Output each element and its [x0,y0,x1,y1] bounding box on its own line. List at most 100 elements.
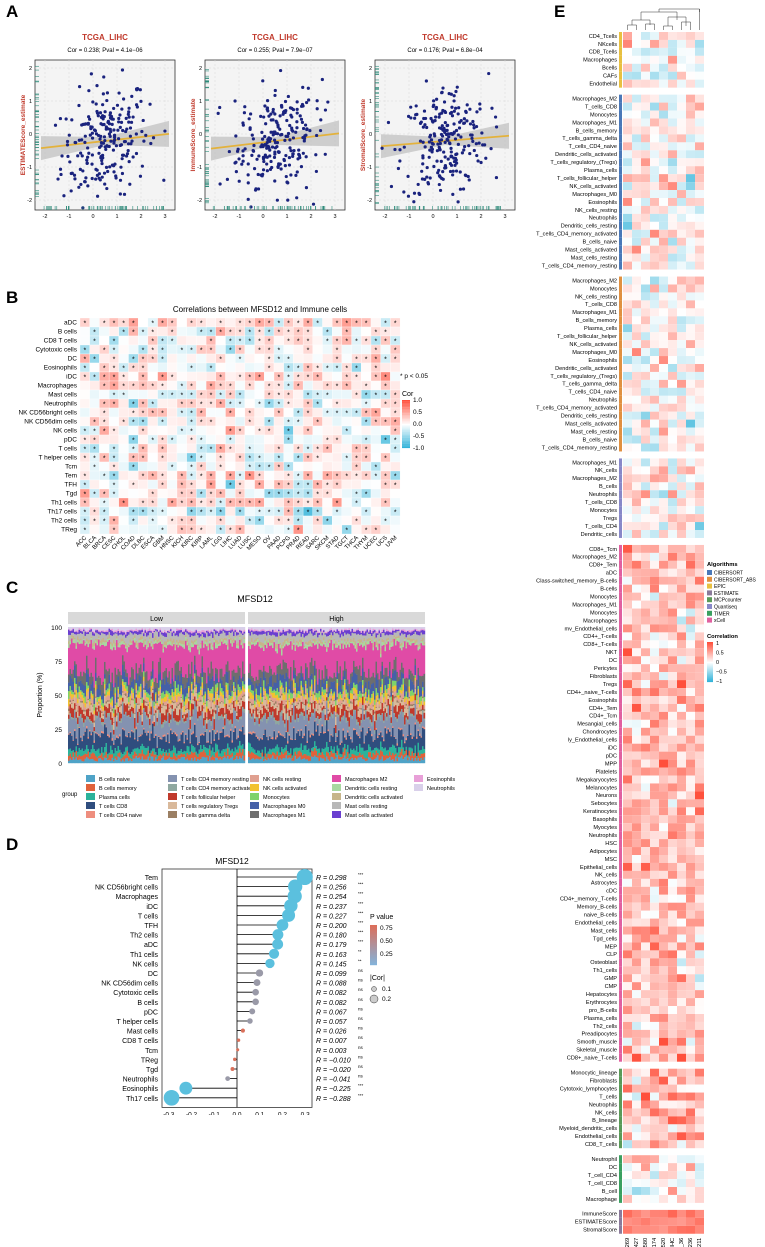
stacked-bar-segment [227,719,229,721]
data-point [468,107,472,111]
significance-star: * [384,420,387,427]
heatmap-cell [147,443,158,454]
stacked-bar-segment [117,627,120,630]
stacked-bar-segment [86,702,88,704]
stacked-bar-segment [77,756,79,761]
stacked-bar-segment [165,668,168,677]
stacked-bar-segment [219,756,222,759]
significance-star: * [326,438,329,445]
stacked-bar-segment [222,726,225,730]
stacked-bar-segment [203,647,205,673]
heatmap-cell [390,380,401,391]
stacked-bar-segment [78,754,81,760]
stacked-bar-segment [75,721,78,738]
stacked-bar-segment [195,687,198,690]
significance-star: * [93,375,96,382]
row-label: NK cells [53,428,78,435]
data-point [85,161,89,165]
heatmap-cell [361,344,372,355]
significance-star: * [103,402,106,409]
stacked-bar-segment [215,684,217,693]
significance-star: * [103,384,106,391]
stacked-bar-segment [239,639,241,669]
stacked-bar-segment [113,695,115,709]
stacked-bar-segment [98,735,100,749]
data-point [264,122,268,126]
stacked-bar-segment [186,642,189,646]
stacked-bar-segment [239,686,241,693]
stacked-bar-segment [84,702,87,708]
stacked-bar-segment [237,745,240,753]
significance-star: * [336,384,339,391]
stacked-bar-segment [177,660,180,676]
stacked-bar-segment [167,700,169,702]
stacked-bar-segment [99,706,102,708]
stacked-bar-segment [113,722,115,731]
data-point [448,169,453,174]
significance-star: * [200,393,203,400]
data-point [241,149,245,153]
significance-star: * [239,375,242,382]
significance-star: * [229,339,232,346]
heatmap-cell [157,362,168,373]
stacked-bar-segment [186,713,189,718]
stacked-bar-segment [165,648,168,669]
stacked-bar-segment [207,688,210,691]
heatmap-cell [312,353,323,364]
stacked-bar-segment [131,687,133,691]
stacked-bar-segment [68,749,70,757]
data-point [83,134,87,138]
stacked-bar-segment [72,740,75,751]
stacked-bar-segment [101,627,103,631]
stacked-bar-segment [116,726,118,730]
stacked-bar-segment [92,632,94,636]
stacked-bar-segment [228,699,231,704]
stacked-bar-segment [96,630,99,634]
stacked-bar-segment [128,684,130,694]
stacked-bar-segment [198,717,201,743]
significance-star: * [394,357,397,364]
stacked-bar-segment [168,743,171,750]
data-point [406,194,411,198]
heatmap-cell [332,461,343,472]
stacked-bar-segment [98,756,100,759]
stacked-bar-segment [102,681,105,694]
stacked-bar-segment [122,681,124,687]
stacked-bar-segment [120,752,123,759]
stacked-bar-segment [164,723,166,735]
stacked-bar-segment [210,649,213,662]
stacked-bar-segment [170,751,172,758]
significance-star: * [287,375,290,382]
stacked-bar-segment [110,732,112,746]
heatmap-cell [351,326,362,337]
stacked-bar-segment [137,648,139,674]
data-point [262,159,266,164]
stacked-bar-segment [150,733,153,751]
heatmap-cell [89,344,100,355]
stacked-bar-segment [156,760,159,764]
stacked-bar-segment [69,640,72,645]
significance-star: * [316,456,319,463]
stacked-bar-segment [132,640,135,670]
significance-star: * [190,384,193,391]
significance-star: * [384,339,387,346]
stacked-bar-segment [83,709,85,712]
stacked-bar-segment [152,647,154,650]
stacked-bar-segment [140,629,142,631]
stacked-bar-segment [114,627,117,631]
stacked-bar-segment [89,642,91,644]
stacked-bar-segment [141,709,144,713]
stacked-bar-segment [147,714,150,718]
stacked-bar-segment [93,704,96,711]
stacked-bar-segment [150,750,153,754]
x-tick-label: -2 [43,214,48,220]
stacked-bar-segment [164,696,166,703]
data-point [452,122,456,126]
stacked-bar-segment [120,675,123,685]
stacked-bar-segment [152,627,154,631]
heatmap-cell [254,389,265,400]
stacked-bar-segment [215,752,217,758]
data-point [449,155,453,159]
stacked-bar-segment [170,629,172,632]
stacked-bar-segment [114,748,117,757]
